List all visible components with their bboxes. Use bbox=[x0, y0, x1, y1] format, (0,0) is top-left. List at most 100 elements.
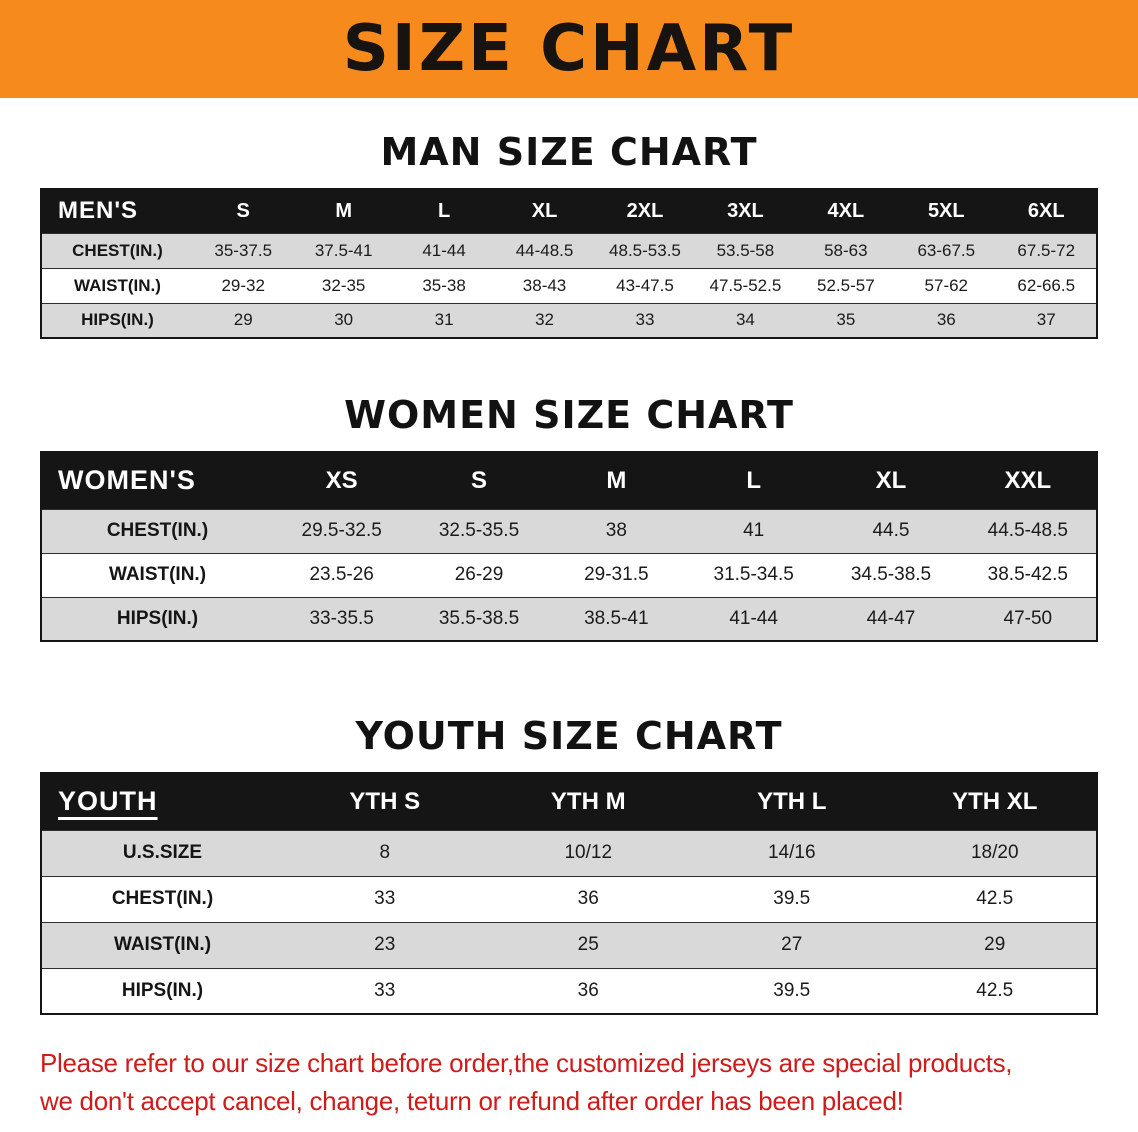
size-cell: 30 bbox=[293, 302, 394, 338]
size-cell: 44-48.5 bbox=[494, 232, 595, 268]
size-cell: 29-32 bbox=[193, 267, 294, 303]
col-header: 5XL bbox=[896, 189, 997, 233]
table-row: U.S.SIZE 8 10/12 14/16 18/20 bbox=[41, 829, 1097, 876]
size-cell: 41-44 bbox=[393, 232, 495, 268]
col-header: S bbox=[410, 452, 548, 509]
row-label: WAIST(IN.) bbox=[41, 921, 283, 968]
size-cell: 36 bbox=[486, 875, 690, 922]
size-cell: 35-38 bbox=[393, 267, 495, 303]
size-cell: 37 bbox=[996, 302, 1097, 338]
size-cell: 38.5-41 bbox=[547, 596, 685, 641]
youth-header-row: YOUTH YTH S YTH M YTH L YTH XL bbox=[41, 773, 1097, 830]
size-cell: 42.5 bbox=[893, 967, 1097, 1014]
size-cell: 44.5 bbox=[822, 508, 960, 553]
row-label: WAIST(IN.) bbox=[41, 267, 193, 303]
table-row: CHEST(IN.) 33 36 39.5 42.5 bbox=[41, 875, 1097, 922]
col-header: XL bbox=[822, 452, 960, 509]
size-cell: 18/20 bbox=[893, 829, 1097, 876]
size-cell: 27 bbox=[690, 921, 894, 968]
men-size-section: MAN SIZE CHART MEN'S S M L XL 2XL 3XL 4X… bbox=[0, 130, 1138, 339]
size-cell: 67.5-72 bbox=[996, 232, 1097, 268]
size-cell: 29-31.5 bbox=[547, 552, 685, 597]
size-cell: 26-29 bbox=[410, 552, 548, 597]
col-header: 2XL bbox=[594, 189, 696, 233]
size-cell: 63-67.5 bbox=[896, 232, 997, 268]
table-row: WAIST(IN.) 29-32 32-35 35-38 38-43 43-47… bbox=[41, 267, 1097, 303]
size-cell: 14/16 bbox=[690, 829, 894, 876]
col-header: XXL bbox=[959, 452, 1097, 509]
women-size-table: WOMEN'S XS S M L XL XXL CHEST(IN.) 29.5-… bbox=[40, 451, 1098, 642]
table-row: HIPS(IN.) 29 30 31 32 33 34 35 36 37 bbox=[41, 302, 1097, 338]
col-header: 6XL bbox=[996, 189, 1097, 233]
size-cell: 48.5-53.5 bbox=[594, 232, 696, 268]
size-cell: 35.5-38.5 bbox=[410, 596, 548, 641]
women-section-heading: WOMEN SIZE CHART bbox=[344, 393, 794, 437]
size-cell: 38.5-42.5 bbox=[959, 552, 1097, 597]
row-label: CHEST(IN.) bbox=[41, 232, 193, 268]
men-corner-label: MEN'S bbox=[41, 189, 193, 233]
disclaimer-note: Please refer to our size chart before or… bbox=[40, 1045, 1138, 1120]
disclaimer-line-2: we don't accept cancel, change, teturn o… bbox=[40, 1085, 904, 1116]
col-header: M bbox=[293, 189, 394, 233]
size-cell: 39.5 bbox=[690, 967, 894, 1014]
row-label: HIPS(IN.) bbox=[41, 967, 283, 1014]
table-row: CHEST(IN.) 35-37.5 37.5-41 41-44 44-48.5… bbox=[41, 232, 1097, 268]
size-cell: 62-66.5 bbox=[996, 267, 1097, 303]
col-header: L bbox=[393, 189, 495, 233]
size-cell: 58-63 bbox=[795, 232, 897, 268]
row-label: HIPS(IN.) bbox=[41, 596, 273, 641]
col-header: XL bbox=[494, 189, 595, 233]
size-cell: 44.5-48.5 bbox=[959, 508, 1097, 553]
size-cell: 33 bbox=[283, 875, 487, 922]
youth-size-section: YOUTH SIZE CHART YOUTH YTH S YTH M YTH L… bbox=[0, 714, 1138, 1015]
size-cell: 25 bbox=[486, 921, 690, 968]
col-header: YTH S bbox=[283, 773, 487, 830]
size-cell: 36 bbox=[896, 302, 997, 338]
row-label: WAIST(IN.) bbox=[41, 552, 273, 597]
col-header: 3XL bbox=[695, 189, 796, 233]
col-header: 4XL bbox=[795, 189, 897, 233]
col-header: M bbox=[547, 452, 685, 509]
youth-corner-label-text: YOUTH bbox=[58, 786, 158, 817]
men-section-heading: MAN SIZE CHART bbox=[380, 130, 758, 174]
size-cell: 34 bbox=[695, 302, 796, 338]
size-cell: 31 bbox=[393, 302, 495, 338]
col-header: S bbox=[193, 189, 294, 233]
size-cell: 42.5 bbox=[893, 875, 1097, 922]
size-cell: 33-35.5 bbox=[273, 596, 411, 641]
women-header-row: WOMEN'S XS S M L XL XXL bbox=[41, 452, 1097, 509]
size-cell: 32 bbox=[494, 302, 595, 338]
youth-size-table: YOUTH YTH S YTH M YTH L YTH XL U.S.SIZE … bbox=[40, 772, 1098, 1015]
banner: SIZE CHART bbox=[0, 0, 1138, 98]
size-cell: 29 bbox=[893, 921, 1097, 968]
size-cell: 39.5 bbox=[690, 875, 894, 922]
disclaimer-line-1: Please refer to our size chart before or… bbox=[40, 1048, 1013, 1078]
size-cell: 41-44 bbox=[684, 596, 823, 641]
page-title: SIZE CHART bbox=[342, 12, 796, 86]
col-header: L bbox=[684, 452, 823, 509]
size-cell: 32.5-35.5 bbox=[410, 508, 548, 553]
col-header: XS bbox=[273, 452, 411, 509]
col-header: YTH XL bbox=[893, 773, 1097, 830]
size-cell: 41 bbox=[684, 508, 823, 553]
table-row: HIPS(IN.) 33-35.5 35.5-38.5 38.5-41 41-4… bbox=[41, 596, 1097, 641]
size-cell: 10/12 bbox=[486, 829, 690, 876]
size-cell: 31.5-34.5 bbox=[684, 552, 823, 597]
size-cell: 33 bbox=[594, 302, 696, 338]
size-cell: 38-43 bbox=[494, 267, 595, 303]
size-cell: 29 bbox=[193, 302, 294, 338]
size-cell: 23.5-26 bbox=[273, 552, 411, 597]
men-header-row: MEN'S S M L XL 2XL 3XL 4XL 5XL 6XL bbox=[41, 189, 1097, 233]
table-row: CHEST(IN.) 29.5-32.5 32.5-35.5 38 41 44.… bbox=[41, 508, 1097, 553]
size-cell: 29.5-32.5 bbox=[273, 508, 411, 553]
youth-corner-label: YOUTH bbox=[41, 773, 283, 830]
size-cell: 34.5-38.5 bbox=[822, 552, 960, 597]
row-label: HIPS(IN.) bbox=[41, 302, 193, 338]
size-cell: 52.5-57 bbox=[795, 267, 897, 303]
size-cell: 44-47 bbox=[822, 596, 960, 641]
size-cell: 35 bbox=[795, 302, 897, 338]
row-label: CHEST(IN.) bbox=[41, 508, 273, 553]
size-cell: 38 bbox=[547, 508, 685, 553]
youth-section-heading: YOUTH SIZE CHART bbox=[355, 714, 783, 758]
